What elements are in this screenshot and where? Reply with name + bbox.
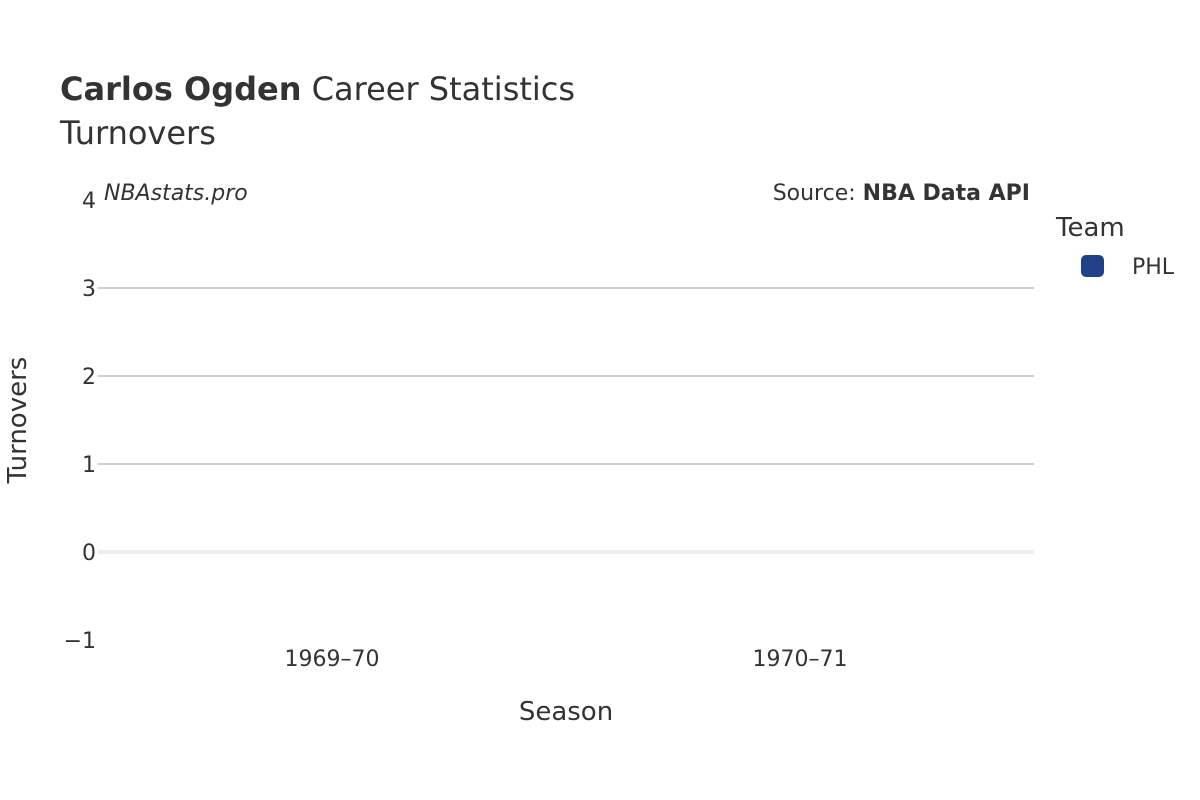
chart-title-rest: Career Statistics	[302, 70, 576, 108]
legend-swatch[interactable]	[1081, 255, 1104, 277]
y-axis-ticks: 4 3 2 1 0 −1	[64, 189, 96, 654]
watermark: NBAstats.pro	[104, 181, 248, 206]
legend-title: Team	[1055, 213, 1125, 243]
chart-title: Carlos Ogden Career Statistics	[60, 70, 575, 108]
gridlines	[98, 287, 1034, 554]
y-axis-title: Turnovers	[3, 357, 33, 485]
x-axis-title: Season	[519, 697, 613, 727]
legend-label[interactable]: PHL	[1132, 255, 1175, 280]
y-tick-label: 0	[82, 541, 96, 566]
y-tick-label: 4	[82, 189, 96, 214]
legend: Team PHL	[1055, 213, 1175, 280]
source-name: NBA Data API	[863, 181, 1030, 206]
chart-subtitle: Turnovers	[59, 114, 216, 152]
x-tick-label: 1969–70	[285, 647, 380, 672]
source-credit: Source: NBA Data API	[773, 181, 1030, 206]
y-tick-label: 2	[82, 365, 96, 390]
y-tick-label: 3	[82, 277, 96, 302]
x-axis-ticks: 1969–70 1970–71	[285, 647, 848, 672]
y-tick-label: 1	[82, 453, 96, 478]
source-prefix: Source:	[773, 181, 863, 206]
legend-items: PHL	[1081, 255, 1175, 280]
y-tick-label: −1	[64, 629, 96, 654]
x-tick-label: 1970–71	[753, 647, 848, 672]
chart-title-player: Carlos Ogden	[60, 70, 302, 108]
